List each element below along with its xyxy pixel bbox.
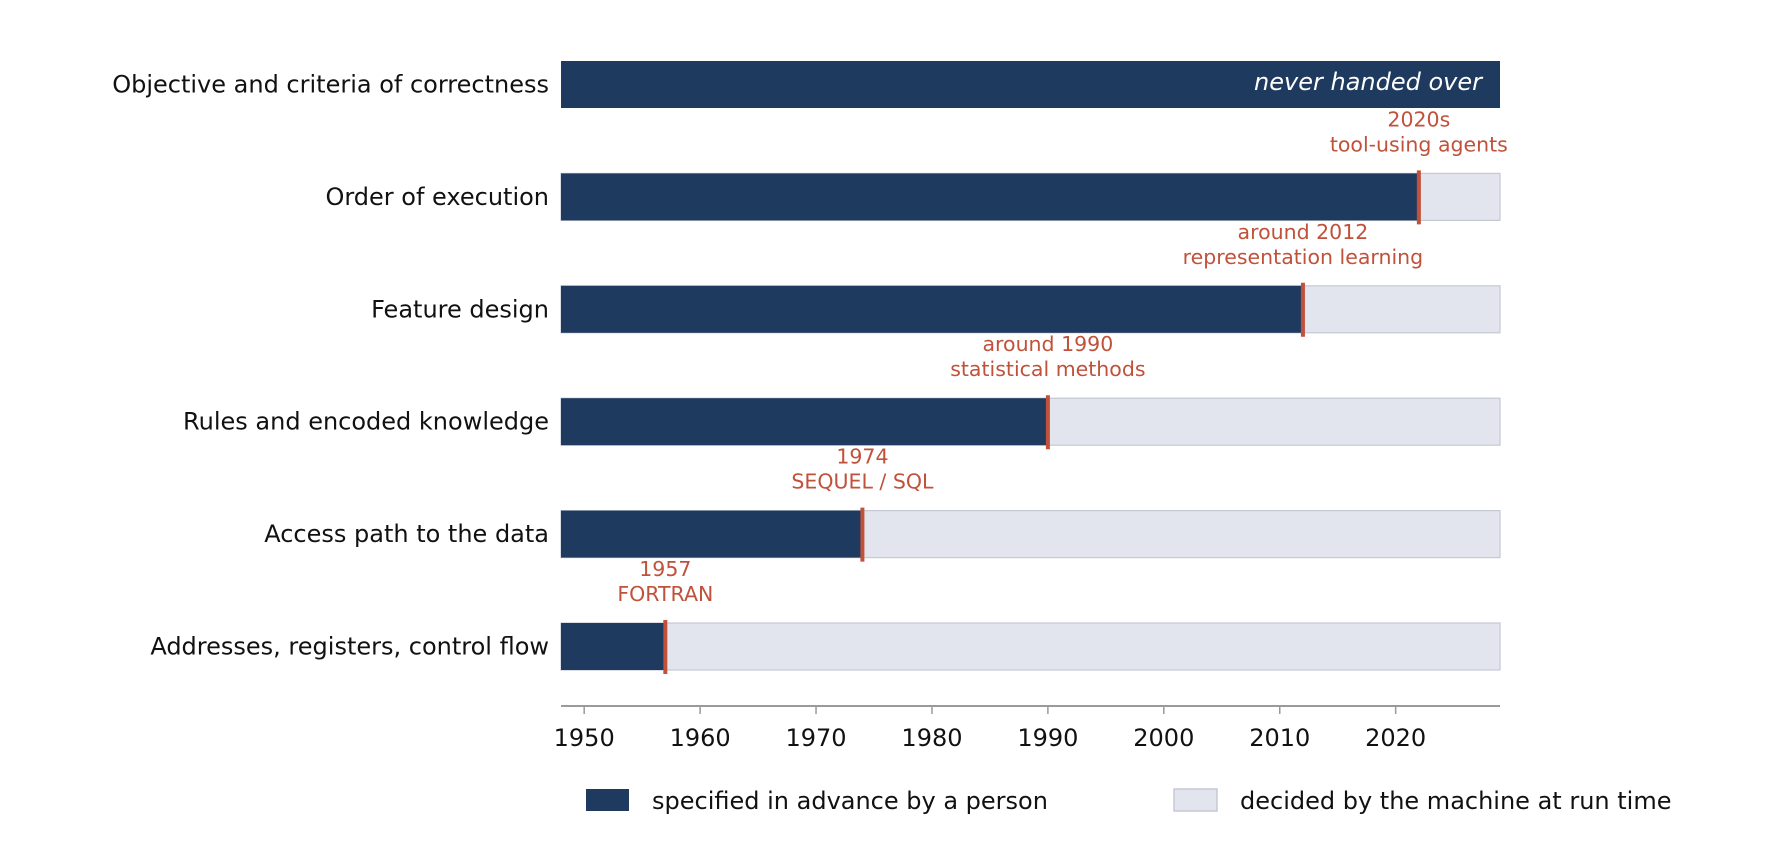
handover-annotation: around 2012 representation learning [1183, 220, 1424, 269]
legend-swatch-machine [1173, 788, 1218, 812]
category-label: Rules and encoded knowledge [183, 408, 549, 436]
person-bar [561, 623, 666, 670]
person-bar [561, 61, 1500, 108]
never-handed-over-label: never handed over [1254, 68, 1484, 96]
category-label: Access path to the data [264, 520, 549, 548]
legend: specified in advance by a person decided … [586, 787, 1671, 815]
annotation-line: 2020s [1387, 107, 1450, 131]
x-tick-label: 2020 [1365, 724, 1426, 752]
annotation-line: FORTRAN [617, 582, 713, 606]
legend-label-person: specified in advance by a person [652, 787, 1048, 815]
x-tick-label: 1950 [554, 724, 615, 752]
annotation-line: 1957 [639, 557, 691, 581]
x-tick-label: 1970 [785, 724, 846, 752]
handover-annotation: 1974 SEQUEL / SQL [791, 445, 934, 494]
bars-layer: Objective and criteria of correctness Ord… [112, 61, 1508, 674]
legend-swatch-person [586, 789, 629, 811]
annotation-line: 1974 [836, 445, 888, 469]
person-bar [561, 510, 863, 558]
handover-annotation: 2020s tool-using agents [1330, 107, 1508, 156]
annotation-line: representation learning [1183, 245, 1424, 269]
x-tick-label: 1990 [1017, 724, 1078, 752]
category-label: Order of execution [325, 183, 549, 211]
x-tick-label: 2000 [1133, 724, 1194, 752]
person-bar [561, 398, 1048, 446]
annotation-line: tool-using agents [1330, 132, 1508, 156]
annotation-line: around 2012 [1238, 220, 1369, 244]
x-tick-label: 1960 [670, 724, 731, 752]
category-label: Feature design [371, 295, 549, 323]
machine-bar [560, 622, 1501, 671]
category-label: Objective and criteria of correctness [112, 71, 549, 99]
handover-annotation: 1957 FORTRAN [617, 557, 713, 606]
x-axis: 1950 1960 1970 1980 1990 2000 2010 2020 [554, 705, 1500, 752]
person-bar [561, 285, 1303, 333]
person-bar [561, 173, 1419, 221]
annotation-line: statistical methods [950, 357, 1145, 381]
x-tick-label: 1980 [901, 724, 962, 752]
category-label: Addresses, registers, control flow [150, 633, 549, 661]
annotation-line: SEQUEL / SQL [791, 470, 934, 494]
legend-label-machine: decided by the machine at run time [1240, 787, 1671, 815]
annotation-line: around 1990 [982, 332, 1113, 356]
handover-annotation: around 1990 statistical methods [950, 332, 1145, 381]
x-tick-label: 2010 [1249, 724, 1310, 752]
